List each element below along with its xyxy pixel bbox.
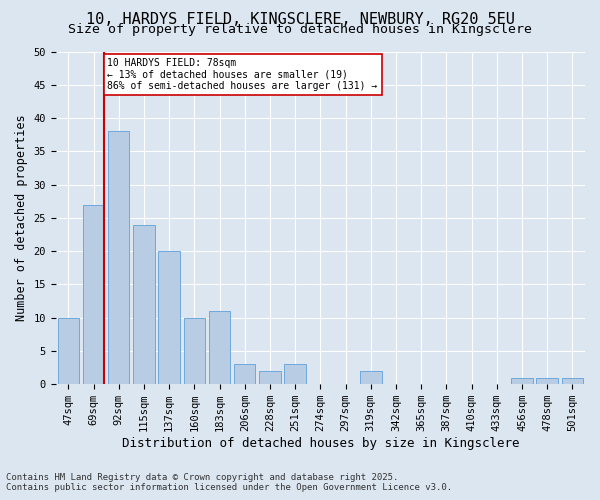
Text: 10, HARDYS FIELD, KINGSCLERE, NEWBURY, RG20 5EU: 10, HARDYS FIELD, KINGSCLERE, NEWBURY, R…: [86, 12, 514, 28]
Text: Size of property relative to detached houses in Kingsclere: Size of property relative to detached ho…: [68, 22, 532, 36]
Bar: [108, 132, 130, 384]
X-axis label: Distribution of detached houses by size in Kingsclere: Distribution of detached houses by size …: [122, 437, 519, 450]
Bar: [360, 371, 382, 384]
Y-axis label: Number of detached properties: Number of detached properties: [15, 114, 28, 321]
Bar: [284, 364, 306, 384]
Bar: [83, 204, 104, 384]
Bar: [158, 251, 180, 384]
Bar: [234, 364, 256, 384]
Text: Contains HM Land Registry data © Crown copyright and database right 2025.
Contai: Contains HM Land Registry data © Crown c…: [6, 473, 452, 492]
Bar: [58, 318, 79, 384]
Bar: [259, 371, 281, 384]
Bar: [133, 224, 155, 384]
Bar: [209, 311, 230, 384]
Bar: [536, 378, 558, 384]
Bar: [511, 378, 533, 384]
Bar: [562, 378, 583, 384]
Bar: [184, 318, 205, 384]
Text: 10 HARDYS FIELD: 78sqm
← 13% of detached houses are smaller (19)
86% of semi-det: 10 HARDYS FIELD: 78sqm ← 13% of detached…: [107, 58, 377, 92]
